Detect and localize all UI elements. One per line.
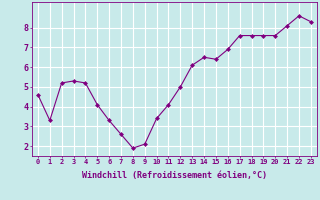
X-axis label: Windchill (Refroidissement éolien,°C): Windchill (Refroidissement éolien,°C) bbox=[82, 171, 267, 180]
